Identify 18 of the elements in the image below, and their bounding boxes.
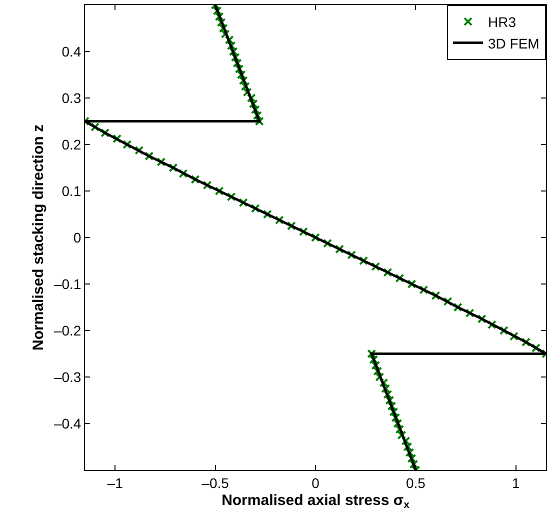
legend-label: 3D FEM bbox=[488, 35, 540, 52]
x-tick-label: –0.5 bbox=[202, 474, 230, 491]
y-axis-title: Normalised stacking direction z bbox=[30, 124, 48, 350]
x-tick-label: –1 bbox=[107, 474, 124, 491]
y-tick-label: –0.3 bbox=[54, 368, 82, 385]
x-tick-label: 0 bbox=[312, 474, 320, 491]
legend-label: HR3 bbox=[488, 14, 516, 30]
x-axis-title: Normalised axial stress σ$_{x}$ bbox=[222, 492, 410, 511]
y-tick-label: –0.2 bbox=[54, 322, 82, 338]
y-tick-label: 0.2 bbox=[62, 136, 82, 152]
y-tick-label: –0.4 bbox=[54, 415, 82, 432]
x-tick-label: 0.5 bbox=[406, 474, 426, 491]
y-tick-label: 0.1 bbox=[62, 182, 82, 199]
y-tick-label: 0.4 bbox=[62, 43, 82, 60]
y-tick-label: 0.3 bbox=[62, 90, 82, 106]
y-tick-label: 0 bbox=[73, 229, 82, 246]
y-tick-label: –0.1 bbox=[54, 276, 82, 292]
x-tick-label: 1 bbox=[512, 474, 520, 491]
